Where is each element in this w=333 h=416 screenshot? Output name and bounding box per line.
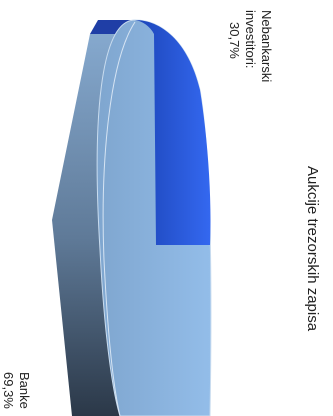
slice-0 [135,20,211,245]
slice-label-1: Banke [17,372,32,409]
slice-label-0: Nebankarski [259,10,274,82]
chart-title: Aukcije trezorskih zapisa [304,166,321,332]
slice-label-0-line2: investitori: [243,10,258,69]
slice-value-0: 30,7% [227,22,242,59]
slice-seam [102,21,136,416]
slice-value-1: 69,3% [1,372,16,409]
